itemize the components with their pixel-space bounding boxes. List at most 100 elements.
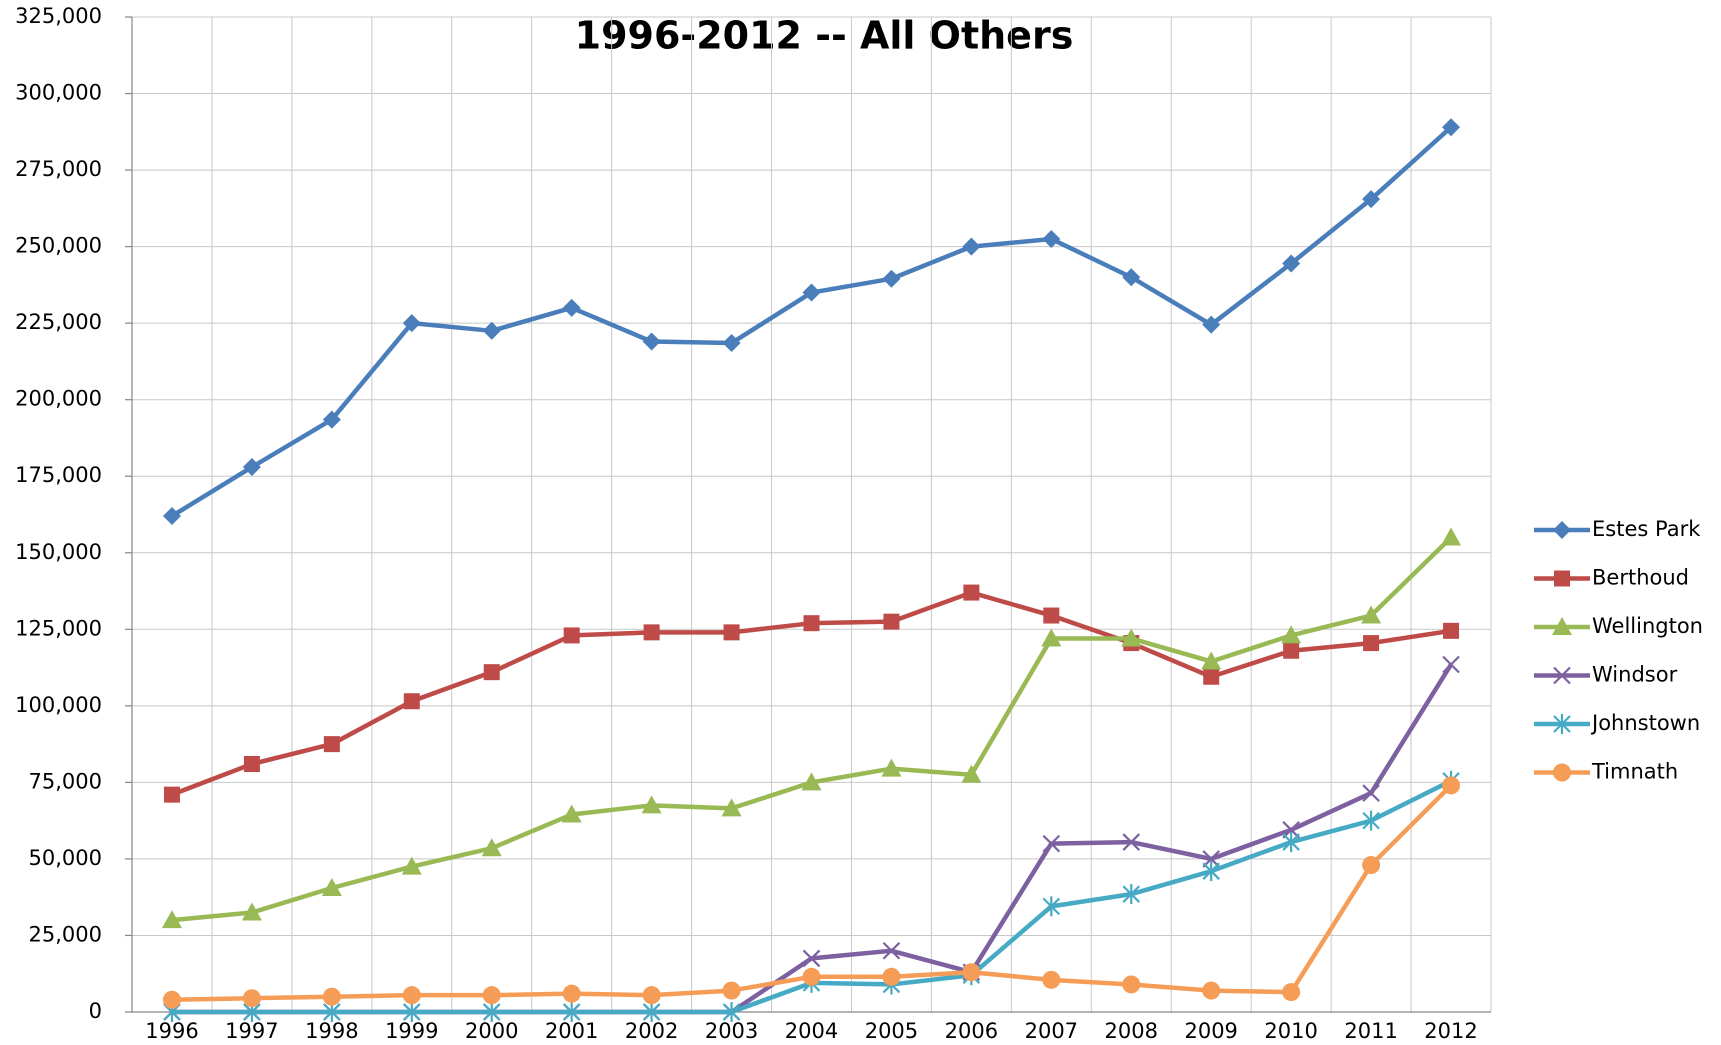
data-point — [401, 856, 422, 875]
data-point — [1121, 628, 1142, 647]
data-point — [481, 838, 502, 857]
y-tick-label: 75,000 — [29, 769, 102, 793]
data-point — [1042, 896, 1061, 917]
data-point — [562, 298, 581, 317]
data-point — [162, 507, 181, 526]
data-point — [1442, 776, 1461, 795]
series-line — [170, 125, 1453, 518]
data-point — [482, 1002, 501, 1022]
data-point — [642, 332, 661, 351]
data-point — [561, 804, 582, 823]
data-point — [882, 967, 901, 986]
data-point — [1282, 254, 1301, 273]
data-point — [241, 902, 262, 921]
legend-label: Estes Park — [1592, 517, 1701, 541]
data-point — [642, 1002, 661, 1022]
data-point — [1362, 190, 1381, 209]
data-point — [1283, 642, 1300, 659]
data-point — [1122, 884, 1141, 905]
data-point — [242, 989, 261, 1008]
data-point — [1122, 975, 1141, 994]
y-tick-label: 225,000 — [15, 310, 102, 334]
x-tick-label: 1997 — [225, 1019, 278, 1043]
x-tick-label: 2007 — [1025, 1019, 1078, 1043]
data-point — [1201, 651, 1222, 670]
data-point — [563, 627, 580, 644]
data-point — [483, 664, 500, 681]
data-point — [1202, 315, 1221, 334]
data-point — [961, 764, 982, 783]
data-point — [1202, 861, 1220, 882]
legend-label: Timnath — [1591, 760, 1678, 784]
data-point — [882, 269, 901, 288]
y-tick-label: 125,000 — [15, 616, 102, 640]
y-tick-label: 0 — [89, 999, 102, 1023]
data-point — [802, 949, 821, 968]
legend-label: Windsor — [1592, 663, 1678, 687]
data-point — [641, 795, 662, 814]
data-point — [1362, 856, 1381, 875]
x-tick-label: 2008 — [1105, 1019, 1158, 1043]
x-tick-label: 1999 — [385, 1019, 438, 1043]
legend-label: Berthoud — [1592, 566, 1689, 590]
legend-marker — [1552, 617, 1572, 635]
data-point — [803, 615, 820, 632]
data-point — [323, 736, 340, 753]
data-point — [322, 410, 341, 429]
data-point — [562, 984, 581, 1003]
data-point — [1441, 527, 1462, 546]
y-tick-label: 300,000 — [15, 81, 102, 105]
y-tick-label: 250,000 — [15, 234, 102, 258]
data-point — [242, 458, 261, 477]
data-point — [721, 798, 742, 817]
data-point — [802, 283, 821, 302]
data-point — [802, 967, 821, 986]
data-point — [1282, 821, 1300, 839]
data-point — [403, 1002, 421, 1022]
x-tick-label: 2004 — [785, 1019, 838, 1043]
x-tick-label: 2010 — [1264, 1019, 1317, 1043]
legend-marker — [1553, 763, 1571, 782]
data-point — [161, 910, 182, 929]
data-point — [883, 613, 900, 630]
x-tick-label: 1998 — [305, 1019, 358, 1043]
y-tick-label: 25,000 — [29, 922, 102, 946]
data-point — [1202, 850, 1220, 868]
data-point — [1043, 607, 1060, 624]
data-point — [403, 693, 420, 710]
data-point — [162, 990, 181, 1009]
x-tick-label: 2009 — [1184, 1019, 1237, 1043]
y-tick-label: 150,000 — [15, 540, 102, 564]
data-point — [243, 756, 260, 773]
legend-marker — [1553, 666, 1571, 685]
data-point — [1282, 983, 1301, 1002]
data-point — [722, 1002, 741, 1022]
y-tick-label: 200,000 — [15, 387, 102, 411]
x-tick-label: 2011 — [1344, 1019, 1397, 1043]
data-point — [322, 987, 341, 1006]
data-point — [1122, 833, 1141, 851]
data-point — [1442, 118, 1461, 137]
data-point — [1042, 970, 1061, 989]
data-point — [1042, 229, 1061, 248]
x-tick-label: 2001 — [545, 1019, 598, 1043]
data-point — [643, 624, 660, 641]
x-tick-label: 2005 — [865, 1019, 918, 1043]
data-point — [163, 786, 180, 803]
data-point — [722, 981, 741, 1000]
legend-item: Wellington — [1534, 614, 1703, 638]
legend-item: Estes Park — [1534, 517, 1701, 541]
data-point — [1361, 605, 1382, 624]
data-point — [1042, 834, 1061, 853]
data-point — [1041, 628, 1062, 647]
data-point — [562, 1002, 581, 1022]
data-point — [402, 314, 421, 333]
x-tick-label: 2003 — [705, 1019, 758, 1043]
legend-item: Johnstown — [1534, 711, 1700, 735]
legend-label: Johnstown — [1590, 711, 1700, 735]
data-point — [1363, 635, 1380, 652]
data-point — [402, 986, 421, 1005]
data-point — [1443, 622, 1460, 639]
data-point — [801, 772, 822, 791]
legend-marker — [1553, 714, 1571, 734]
